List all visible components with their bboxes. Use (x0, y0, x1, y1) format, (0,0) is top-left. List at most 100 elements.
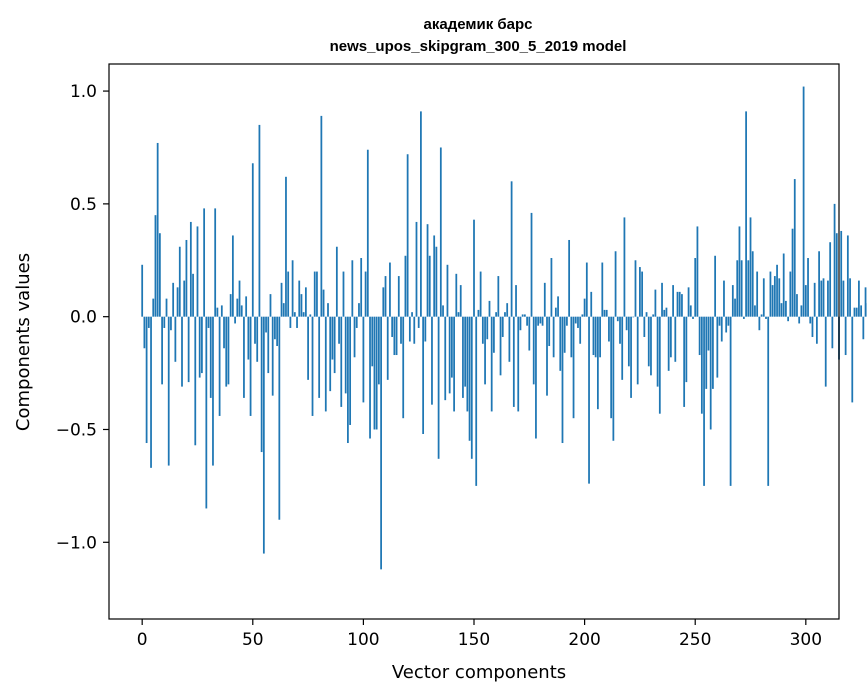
bar (685, 316, 688, 383)
bar (254, 316, 256, 344)
bar (773, 276, 776, 317)
bar (625, 316, 628, 331)
bar (386, 316, 389, 380)
bar (444, 316, 447, 401)
bar (530, 212, 533, 317)
bar (585, 262, 588, 317)
bar (216, 307, 219, 317)
bar (676, 291, 679, 317)
bar (251, 163, 254, 317)
bar (285, 176, 287, 317)
bar (198, 316, 201, 378)
bar (143, 316, 146, 349)
bar (687, 287, 690, 317)
bar (218, 316, 221, 416)
bar (318, 316, 321, 398)
bar (307, 316, 309, 380)
bar (192, 273, 194, 317)
bar (793, 179, 796, 317)
bar (220, 305, 223, 317)
bar (141, 264, 144, 317)
bar (457, 312, 460, 317)
bar (696, 226, 699, 317)
bar (466, 316, 469, 412)
bar (689, 305, 692, 317)
bar (262, 316, 265, 554)
bar (736, 260, 739, 317)
bar (700, 316, 703, 414)
bar (703, 316, 705, 486)
bar (495, 312, 498, 317)
bar (849, 278, 851, 317)
bar (158, 233, 161, 317)
bar (331, 316, 334, 360)
bar (665, 307, 668, 317)
bar (360, 258, 363, 317)
bar (639, 267, 641, 317)
bar (829, 242, 832, 317)
bar (860, 305, 863, 317)
bar (431, 316, 433, 405)
bar (309, 314, 312, 317)
bar (322, 289, 325, 317)
bar (362, 316, 365, 403)
plot-frame (108, 63, 840, 620)
bar (561, 316, 564, 444)
bar (727, 316, 730, 326)
bar (619, 316, 621, 344)
x-tick-label: 300 (790, 630, 822, 650)
bar (473, 219, 475, 317)
bar (333, 316, 336, 374)
bar (260, 316, 263, 453)
bar (796, 294, 798, 317)
bar (833, 203, 836, 317)
bar (820, 280, 823, 317)
bar (313, 271, 316, 317)
bar (152, 298, 155, 317)
bar (231, 235, 234, 317)
bar (298, 280, 301, 317)
bar (554, 307, 557, 317)
bar (311, 316, 314, 416)
bar (205, 316, 208, 509)
bar (581, 314, 584, 317)
bar (592, 316, 595, 356)
bar (225, 316, 228, 387)
bar (568, 239, 571, 317)
bar (594, 316, 597, 358)
bar (681, 294, 683, 317)
bar (258, 124, 261, 317)
bar (692, 316, 694, 319)
bar (163, 316, 166, 328)
bar (293, 312, 296, 317)
bar (420, 111, 422, 317)
bar (455, 273, 458, 317)
bar (577, 316, 579, 328)
bar (201, 316, 203, 374)
bar (745, 111, 747, 317)
bar (373, 316, 376, 430)
bar (238, 280, 241, 317)
bar (543, 282, 546, 317)
bar (523, 314, 526, 317)
bar (778, 278, 781, 317)
bar (145, 316, 148, 444)
x-tick-label: 100 (347, 630, 379, 650)
bar (636, 316, 639, 385)
bar (678, 291, 681, 317)
bar (663, 309, 666, 317)
bar (468, 316, 471, 441)
bar (535, 316, 537, 439)
bar (329, 316, 332, 392)
y-axis-ticks: −1.0 −0.5 0.0 0.5 1.0 (56, 82, 109, 553)
bar (758, 316, 761, 331)
bar (791, 228, 794, 317)
bar (223, 316, 225, 349)
bar (537, 316, 540, 326)
bar (760, 314, 763, 317)
bar (855, 307, 858, 317)
bar (453, 316, 455, 412)
bar (187, 316, 190, 383)
bar (630, 316, 632, 398)
bar (391, 316, 394, 337)
